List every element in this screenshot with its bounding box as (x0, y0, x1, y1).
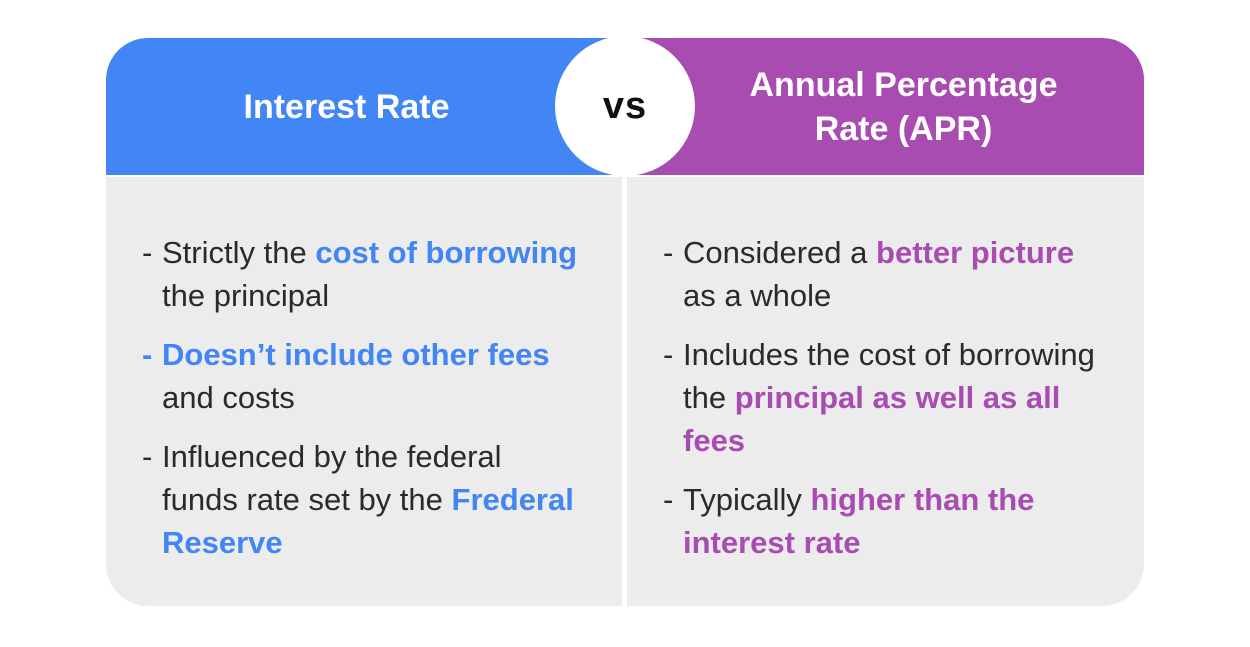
highlighted-text: better picture (876, 235, 1075, 270)
bullet-dash: - (142, 235, 153, 270)
plain-text: Strictly the (162, 235, 316, 270)
interest-rate-panel: - Strictly the cost of borrowing the prin… (106, 177, 622, 606)
bullet-dash: - (663, 482, 674, 517)
plain-text: Includes the cost of borrowing the (683, 337, 1095, 415)
apr-title: Annual Percentage Rate (APR) (749, 65, 1058, 148)
point-text: Includes the cost of borrowing the princ… (683, 333, 1113, 462)
apr-header: Annual Percentage Rate (APR) (625, 38, 1144, 175)
bullet-dash: - (663, 235, 674, 270)
highlighted-text: principal as well as all fees (683, 380, 1061, 458)
plain-text: Considered a (683, 235, 877, 270)
bullet-dash: - (663, 337, 674, 372)
comparison-card: Interest Rate Annual Percentage Rate (AP… (106, 38, 1144, 606)
bullet-dash: - (142, 439, 153, 474)
apr-point: - Typically higher than the interest rate (663, 478, 1113, 564)
interest-rate-list: - Strictly the cost of borrowing the prin… (142, 231, 582, 580)
highlighted-text: Frederal Reserve (162, 482, 574, 560)
point-text: Considered a better picture as a whole (683, 231, 1113, 317)
point-text: Strictly the cost of borrowing the princ… (162, 231, 582, 317)
plain-text: as a whole (683, 278, 832, 313)
point-text: Influenced by the federal funds rate set… (162, 435, 582, 564)
interest-rate-point: - Influenced by the federal funds rate se… (142, 435, 582, 564)
apr-list: - Considered a better picture as a whole -… (663, 231, 1113, 580)
plain-text: Influenced by the federal funds rate set… (162, 439, 502, 517)
interest-rate-point: - Doesn’t include other fees and costs (142, 333, 582, 419)
plain-text: Typically (683, 482, 811, 517)
plain-text: the principal (162, 278, 330, 313)
column-divider (622, 175, 627, 606)
apr-panel: - Considered a better picture as a whole -… (627, 177, 1144, 606)
vs-badge: vs (555, 38, 695, 176)
interest-rate-point: - Strictly the cost of borrowing the prin… (142, 231, 582, 317)
bullet-dash: - (142, 337, 153, 372)
point-text: Typically higher than the interest rate (683, 478, 1113, 564)
interest-rate-title: Interest Rate (243, 87, 450, 126)
apr-point: - Considered a better picture as a whole (663, 231, 1113, 317)
apr-point: - Includes the cost of borrowing the prin… (663, 333, 1113, 462)
vs-label: vs (602, 84, 648, 127)
highlighted-text: cost of borrowing (315, 235, 578, 270)
plain-text: and costs (162, 380, 295, 415)
point-text: Doesn’t include other fees and costs (162, 333, 582, 419)
highlighted-text: Doesn’t include other fees (162, 337, 550, 372)
interest-rate-header: Interest Rate (106, 38, 625, 175)
highlighted-text: higher than the interest rate (683, 482, 1035, 560)
